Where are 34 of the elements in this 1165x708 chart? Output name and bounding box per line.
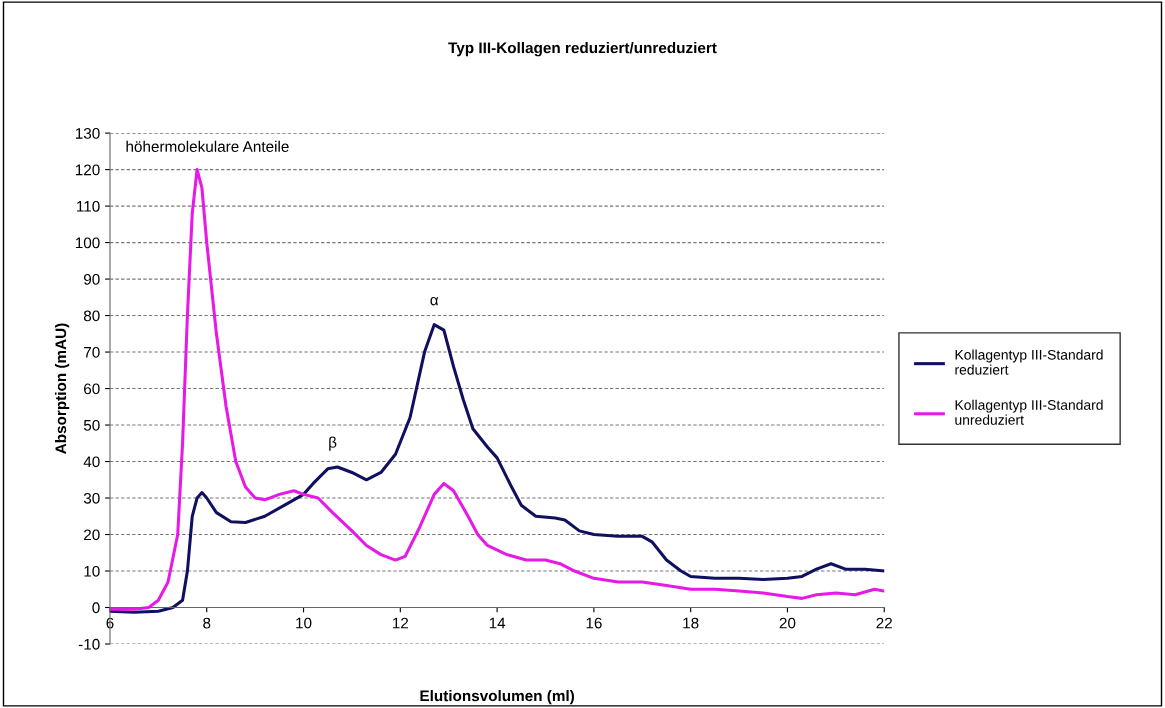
y-tick-label: 80 [83, 310, 100, 322]
y-tick-label: 20 [84, 529, 100, 541]
y-tick-label: 10 [84, 565, 100, 577]
x-tick-label: 8 [203, 617, 211, 629]
y-tick-label: 70 [84, 346, 100, 358]
x-axis-title: Elutionsvolumen (ml) [420, 689, 575, 705]
annotation: α [430, 297, 439, 306]
annotation: β [329, 436, 337, 451]
x-tick-label: 16 [586, 617, 602, 629]
x-tick-label: 14 [489, 617, 506, 629]
y-tick-label: -10 [78, 638, 100, 650]
legend-label: Kollagentyp III-Standard unreduziert [955, 399, 1103, 425]
x-tick-label: 20 [779, 617, 796, 629]
y-tick-label: 30 [83, 492, 100, 504]
y-tick-label: 40 [83, 456, 100, 468]
y-tick-label: 50 [83, 419, 100, 431]
y-tick-label: 90 [83, 273, 100, 285]
chart-title: Typ III-Kollagen reduziert/unreduziert [448, 42, 717, 57]
y-tick-label: 130 [75, 127, 100, 139]
line-series [109, 168, 885, 611]
x-tick-label: 12 [392, 617, 409, 629]
y-tick-label: 110 [77, 200, 100, 212]
x-tick-label: 10 [296, 617, 312, 629]
y-tick-label: 120 [75, 164, 100, 176]
x-tick-label: 18 [683, 617, 699, 629]
annotation: höhermolekulare Anteile [126, 140, 289, 152]
x-tick-label: 22 [876, 617, 892, 629]
x-tick-label: 6 [106, 617, 114, 629]
y-tick-label: 100 [75, 237, 100, 249]
y-tick-label: 60 [84, 383, 100, 395]
y-axis-title: Absorption (mAU) [54, 323, 70, 454]
line-series [109, 323, 885, 614]
y-tick-label: 0 [92, 602, 100, 614]
legend-label: Kollagentyp III-Standard reduziert [955, 349, 1103, 375]
